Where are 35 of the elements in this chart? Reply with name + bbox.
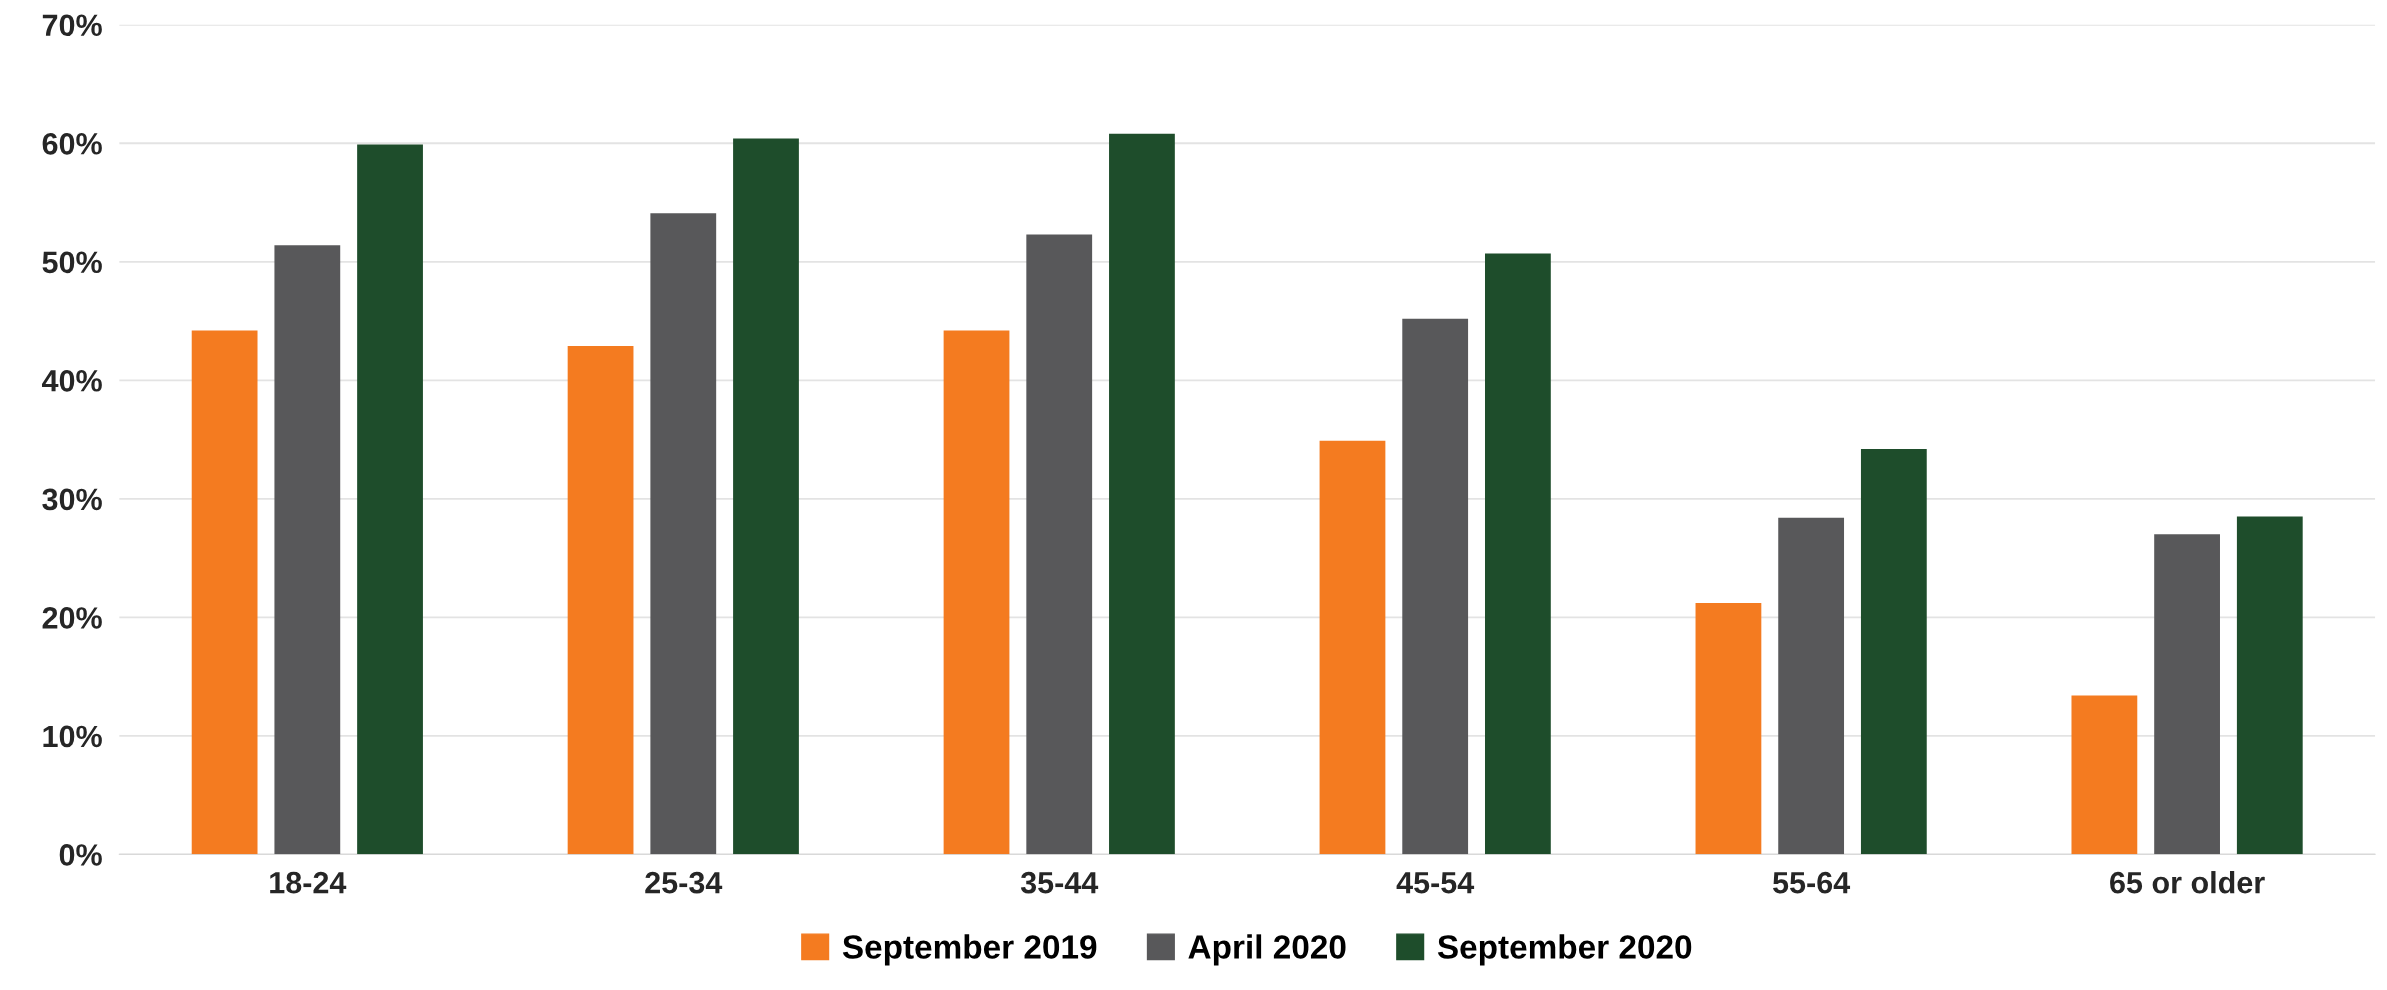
bar (1026, 234, 1093, 855)
bar (943, 330, 1010, 855)
y-tick-label: 60% (42, 133, 102, 155)
bar (1109, 133, 1175, 855)
x-tick-label: 35-44 (1020, 871, 1099, 894)
bar (274, 245, 341, 855)
bar (567, 345, 634, 855)
bar (2236, 516, 2303, 855)
x-tick-label: 65 or older (2110, 871, 2265, 894)
bar (357, 144, 423, 855)
bar (1695, 603, 1762, 855)
y-tick-label: 50% (42, 251, 102, 274)
bar (1485, 253, 1551, 855)
legend-label: April 2020 (1188, 934, 1346, 966)
y-tick-label: 70% (42, 14, 102, 37)
bar (2154, 534, 2220, 855)
bar (191, 330, 258, 855)
bar (1860, 449, 1927, 855)
bar (1319, 440, 1386, 855)
x-tick-label: 45-54 (1396, 872, 1475, 894)
bar (2071, 695, 2138, 855)
x-tick-label: 25-34 (645, 871, 723, 894)
y-tick-label: 0% (59, 844, 102, 866)
bar (733, 138, 799, 855)
bar (1778, 517, 1845, 855)
y-tick-label: 40% (41, 370, 102, 392)
bar (1402, 318, 1469, 855)
x-tick-label: 18-24 (270, 871, 347, 894)
y-tick-label: 10% (43, 725, 102, 748)
x-tick-label: 55-64 (1773, 871, 1851, 894)
legend-label: September 2019 (842, 934, 1097, 966)
bar (650, 213, 717, 855)
y-tick-label: 30% (42, 488, 102, 511)
legend-label: September 2020 (1437, 934, 1692, 966)
y-tick-label: 20% (42, 607, 102, 629)
